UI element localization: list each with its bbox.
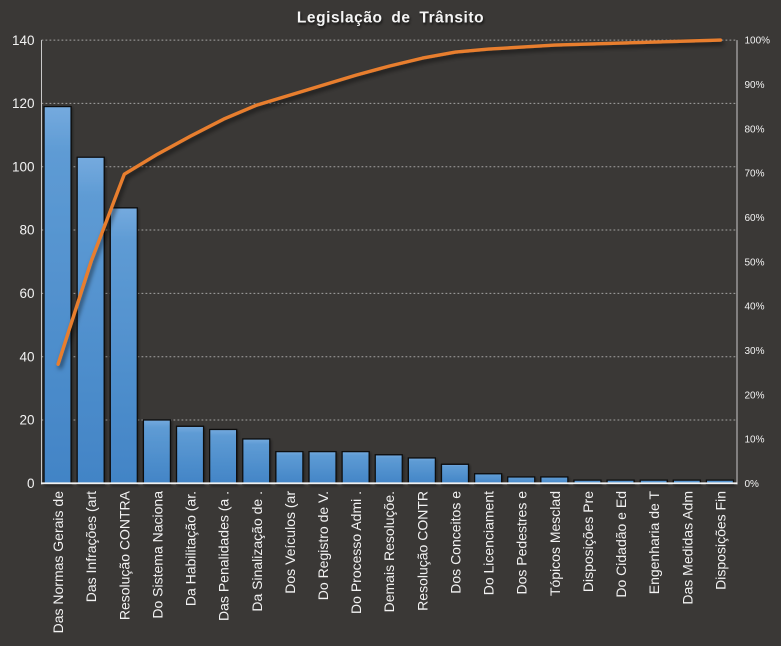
svg-text:50%: 50% [745, 257, 765, 268]
svg-text:0%: 0% [745, 479, 760, 490]
svg-text:100%: 100% [745, 36, 771, 47]
svg-text:Do Cidadão e Ed: Do Cidadão e Ed [613, 491, 629, 598]
svg-text:20: 20 [19, 413, 34, 428]
svg-text:70%: 70% [745, 169, 765, 180]
svg-text:0: 0 [27, 476, 35, 491]
svg-text:Do Registro de V.: Do Registro de V. [315, 491, 331, 600]
svg-text:Das Medidas Adm: Das Medidas Adm [679, 491, 695, 605]
svg-text:40: 40 [19, 349, 34, 364]
svg-text:Do Sistema Naciona: Do Sistema Naciona [149, 491, 165, 619]
svg-text:80: 80 [19, 223, 34, 238]
svg-text:30%: 30% [745, 346, 765, 357]
svg-text:Demais Resoluçõe.: Demais Resoluçõe. [381, 491, 397, 612]
svg-text:Disposições Pre: Disposições Pre [580, 491, 596, 592]
svg-text:Resolução CONTR: Resolução CONTR [414, 491, 430, 611]
svg-text:140: 140 [12, 33, 35, 48]
svg-text:Dos Pedestres e: Dos Pedestres e [514, 491, 530, 595]
svg-text:100: 100 [12, 159, 35, 174]
svg-text:40%: 40% [745, 302, 765, 313]
svg-text:Do Licenciament: Do Licenciament [481, 491, 497, 595]
svg-text:60%: 60% [745, 213, 765, 224]
svg-text:60: 60 [19, 286, 34, 301]
svg-text:Disposições Fin: Disposições Fin [712, 491, 728, 590]
svg-text:Legislação de Trânsito: Legislação de Trânsito [297, 10, 484, 27]
svg-text:Da Habilitação (ar.: Da Habilitação (ar. [183, 491, 199, 606]
svg-text:Das Penalidades (a .: Das Penalidades (a . [216, 491, 232, 621]
svg-text:Das Normas Gerais de: Das Normas Gerais de [50, 491, 66, 634]
svg-text:Do Processo Admi .: Do Processo Admi . [348, 491, 364, 614]
svg-text:10%: 10% [745, 435, 765, 446]
svg-text:20%: 20% [745, 390, 765, 401]
svg-text:Da Sinalização de .: Da Sinalização de . [249, 491, 265, 612]
svg-text:Das Infrações (art: Das Infrações (art [83, 491, 99, 602]
svg-text:Resolução CONTRA: Resolução CONTRA [116, 490, 132, 620]
svg-text:80%: 80% [745, 124, 765, 135]
svg-text:Dos Conceitos e: Dos Conceitos e [448, 491, 464, 594]
svg-text:Tópicos Mesclad: Tópicos Mesclad [547, 491, 563, 596]
svg-text:120: 120 [12, 96, 35, 111]
svg-text:90%: 90% [745, 80, 765, 91]
svg-text:Dos Veículos (ar: Dos Veículos (ar [282, 491, 298, 594]
svg-text:Engenharia de T: Engenharia de T [646, 491, 662, 595]
